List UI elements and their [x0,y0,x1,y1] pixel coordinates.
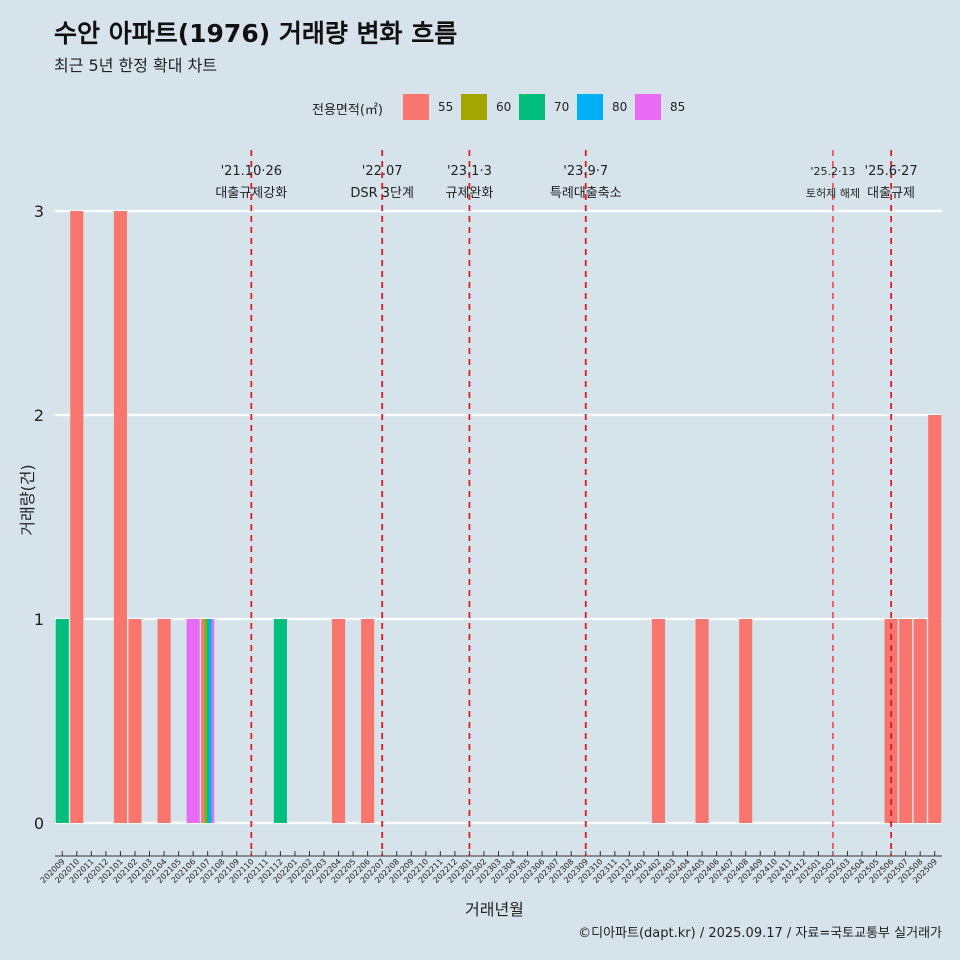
bar-202010-55 [70,211,84,823]
legend-swatch [519,94,545,120]
bar-202107-55 [201,619,204,823]
bar-202402-55 [651,619,665,823]
event-label: DSR 3단계 [350,186,414,201]
bar-202206-55 [361,619,375,823]
legend-swatch [461,94,487,120]
y-tick-label: 0 [34,814,44,833]
legend-label: 85 [670,100,686,114]
y-tick-label: 3 [34,202,44,221]
legend: 전용면적(㎡) 55 60 70 80 85 [0,92,960,122]
chart-subtitle: 최근 5년 한정 확대 차트 [54,56,218,75]
chart-title: 수안 아파트(1976) 거래량 변화 흐름 [54,19,458,48]
bar-202405-55 [695,619,709,823]
bar-202009-70 [55,619,69,823]
legend-swatch [635,94,661,120]
event-date: '23.1·3 [447,164,492,179]
event-date: '22.07 [362,164,403,179]
bar-202204-55 [332,619,346,823]
bar-202408-55 [739,619,753,823]
event-label: 규제완화 [445,186,493,201]
event-label: 토허제 해제 [806,186,860,200]
y-tick-label: 1 [34,610,44,629]
bar-202102-55 [128,619,142,823]
event-label: 특례대출축소 [550,186,622,201]
x-axis-label: 거래년월 [465,900,524,919]
bar-202106-85 [186,619,200,823]
legend-swatch [403,94,429,120]
y-tick-label: 2 [34,406,44,425]
bar-202107-85 [211,619,215,823]
bar-202107-80 [208,619,212,823]
event-date: '25.2·13 [810,165,855,178]
legend-title: 전용면적(㎡) [312,103,383,118]
event-date: '21.10·26 [221,164,282,179]
legend-swatch [577,94,603,120]
legend-label: 55 [438,100,454,114]
event-date: '25.6·27 [865,164,918,179]
event-label: 대출규제 [867,186,915,201]
legend-label: 80 [612,100,628,114]
bar-202101-55 [113,211,127,823]
bar-202507-55 [899,619,913,823]
bar-202104-55 [157,619,171,823]
source-caption: ©디아파트(dapt.kr) / 2025.09.17 / 자료=국토교통부 실… [578,926,942,941]
bar-202107-70 [206,619,209,823]
legend-label: 70 [554,100,570,114]
legend-label: 60 [496,100,512,114]
bar-202509-55 [928,415,942,823]
event-date: '23.9·7 [563,164,608,179]
bar-202506-55 [884,619,898,823]
bar-202508-55 [913,619,927,823]
y-axis-label: 거래량(건) [18,464,37,536]
bar-202107-60 [203,619,207,823]
bar-202112-70 [273,619,287,823]
event-label: 대출규제강화 [215,186,287,201]
